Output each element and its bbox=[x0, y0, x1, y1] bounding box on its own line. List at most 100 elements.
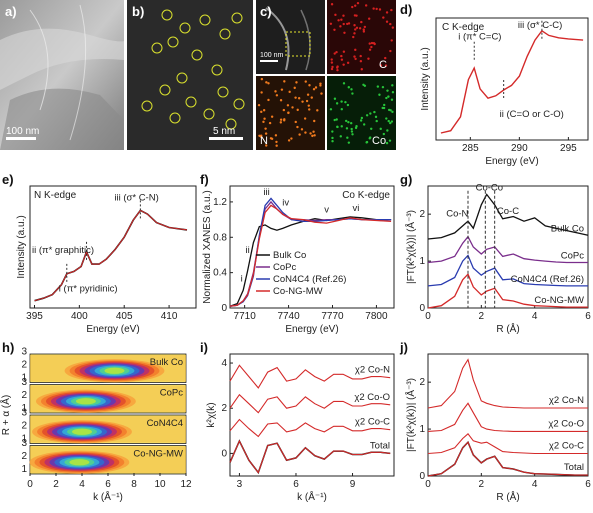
y-tick-label: 2 bbox=[21, 421, 27, 432]
map-dot bbox=[379, 64, 383, 67]
legend-entry: Bulk Co bbox=[273, 250, 306, 261]
x-tick-label: 0 bbox=[27, 479, 33, 490]
map-dot bbox=[350, 130, 354, 133]
map-dot bbox=[346, 136, 349, 139]
map-dot bbox=[334, 13, 337, 17]
wavelet-contour bbox=[72, 428, 92, 435]
map-dot bbox=[260, 91, 263, 94]
map-dot bbox=[336, 125, 339, 129]
map-dot bbox=[340, 54, 343, 58]
x-tick-label: 3 bbox=[237, 479, 243, 490]
y-tick-label: 0 bbox=[419, 303, 425, 314]
series-line-3 bbox=[427, 254, 588, 287]
chart-j: 0 2 4 6 0 1 2 χ2 Co-N χ2 Co-O χ2 Co-C Total R (Å) |F… bbox=[404, 353, 591, 503]
map-dot bbox=[279, 121, 283, 124]
map-dot bbox=[320, 92, 323, 95]
map-dot bbox=[303, 117, 307, 120]
x-tick-label: 2 bbox=[479, 479, 485, 490]
y-tick-label: 0 bbox=[221, 303, 227, 314]
map-dot bbox=[364, 4, 368, 7]
path-fit-3 bbox=[427, 432, 588, 455]
x-axis-label: Energy (eV) bbox=[285, 324, 338, 335]
shell-label: Co-C bbox=[497, 206, 519, 217]
map-dot bbox=[340, 58, 344, 61]
path-label: Total bbox=[370, 440, 390, 451]
scale-text-a: 100 nm bbox=[6, 126, 39, 137]
panel-h-wavelet: Bulk Co 1 2 3 CoPc 1 2 3 CoN4C4 1 2 3 Co-NG-MW 1 2 3 0 2 4… bbox=[0, 340, 198, 508]
map-dot bbox=[382, 132, 386, 136]
x-tick-label: 6 bbox=[293, 479, 299, 490]
map-dot bbox=[360, 20, 363, 24]
map-dot bbox=[346, 103, 350, 107]
tem-image-a: 100 nm bbox=[0, 0, 128, 150]
panel-d-label: d) bbox=[400, 2, 413, 17]
series-line-1 bbox=[229, 216, 392, 307]
y-tick-label: 3 bbox=[21, 438, 27, 449]
chart-f: 7710 7740 7770 7800 0 0.4 0.8 1.2 Co K-edge Energ… bbox=[202, 185, 395, 335]
series-line-1 bbox=[427, 193, 589, 240]
peak-label: iii bbox=[263, 187, 269, 198]
map-dot bbox=[387, 108, 391, 112]
y-tick-label: 4 bbox=[221, 358, 227, 369]
map-dot bbox=[275, 94, 279, 97]
path-label: χ2 Co-N bbox=[549, 395, 584, 406]
panel-b-haadf-image: 5 nm b) bbox=[127, 0, 253, 150]
wavelet-contour bbox=[69, 459, 90, 466]
map-dot bbox=[267, 98, 270, 102]
map-dot bbox=[283, 119, 286, 122]
panel-f-label: f) bbox=[200, 172, 209, 187]
map-dot bbox=[329, 22, 333, 25]
x-tick-label: 0 bbox=[425, 479, 431, 490]
map-dot bbox=[369, 112, 372, 115]
map-dot bbox=[287, 139, 291, 142]
panel-e-label: e) bbox=[2, 172, 14, 187]
x-axis-label: k (Å⁻¹) bbox=[93, 490, 123, 503]
chart-d: 285 290 295 C K-edge Energy (eV) Intensity (a… bbox=[420, 17, 589, 167]
peak-label: vi bbox=[352, 203, 359, 214]
plot-frame bbox=[229, 353, 395, 477]
panel-e-n-kedge: 395 400 405 410 N K-edge Energy (eV) Intensity… bbox=[0, 172, 200, 337]
path-fit-2 bbox=[427, 402, 588, 432]
path-fit-4 bbox=[229, 439, 391, 474]
strip-label: Co-NG-MW bbox=[133, 449, 183, 460]
peak-label: iv bbox=[282, 197, 289, 208]
map-dot bbox=[282, 108, 286, 112]
map-dot bbox=[293, 86, 296, 90]
y-tick-label: 1 bbox=[21, 373, 27, 384]
map-dot bbox=[314, 86, 318, 89]
x-tick-label: 400 bbox=[71, 311, 88, 322]
map-dot bbox=[294, 120, 297, 124]
map-dot bbox=[372, 41, 376, 45]
map-dot bbox=[387, 119, 390, 123]
map-dot bbox=[378, 8, 382, 11]
map-dot bbox=[351, 133, 354, 136]
y-tick-label: 1.2 bbox=[213, 197, 227, 208]
map-dot bbox=[385, 141, 389, 145]
map-dot bbox=[388, 139, 392, 142]
y-tick-label: 0.8 bbox=[213, 232, 227, 243]
map-dot bbox=[389, 49, 392, 53]
y-axis-label: R + α (Å) bbox=[0, 395, 12, 436]
map-dot bbox=[296, 108, 299, 112]
map-dot bbox=[283, 80, 286, 83]
shell-label: Co-N bbox=[446, 209, 468, 220]
strip-label: CoPc bbox=[160, 388, 183, 399]
map-dot bbox=[370, 127, 373, 130]
map-dot bbox=[382, 106, 386, 110]
map-dot bbox=[331, 136, 334, 140]
map-dot bbox=[368, 136, 372, 139]
map-dot bbox=[390, 120, 394, 123]
y-axis-label: k²χ(k) bbox=[206, 402, 217, 427]
map-dot bbox=[260, 110, 263, 114]
map-dot bbox=[343, 31, 346, 35]
map-dot bbox=[333, 52, 336, 55]
map-dot bbox=[340, 18, 343, 21]
y-tick-label: 2 bbox=[21, 451, 27, 462]
path-label: χ2 Co-C bbox=[355, 417, 390, 428]
map-label-co: Co bbox=[372, 135, 386, 147]
map-dot bbox=[386, 89, 389, 92]
x-tick-label: 2 bbox=[53, 479, 59, 490]
map-dot bbox=[350, 88, 353, 91]
x-tick-label: 4 bbox=[532, 479, 538, 490]
strip-label: CoN4C4 bbox=[147, 418, 183, 429]
